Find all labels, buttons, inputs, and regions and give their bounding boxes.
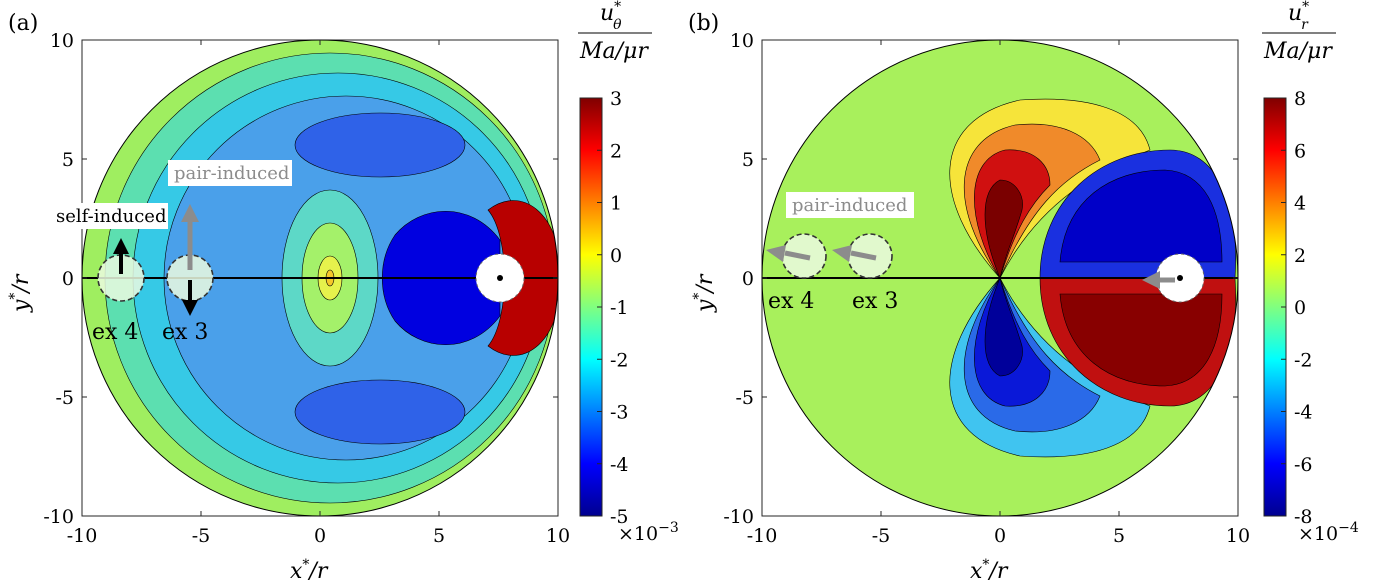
colorbar-tick-label: -3 (610, 402, 629, 424)
colorbar-tick-label: -1 (610, 297, 629, 319)
axis-ticks-b: -10 -5 0 5 10 10 5 0 -5 -10 (723, 30, 1250, 547)
panel-label-b: (b) (688, 11, 719, 36)
body-center-a (497, 275, 503, 281)
panel-a: (a) (7, 0, 679, 584)
x-tick-label: 0 (314, 525, 326, 547)
ylabel-b: y*/r (691, 273, 718, 313)
field-a-lobe-upper (294, 112, 466, 178)
colorbar-ticks-b: 8 6 4 2 0 -2 -4 -6 -8 (1281, 88, 1313, 528)
field-b-neg-lower-4 (984, 277, 1023, 377)
ex3-label-b: ex 3 (852, 289, 898, 314)
panel-label-a: (a) (8, 11, 38, 36)
self-label-bg-a (54, 203, 168, 229)
x-tick-label: 10 (546, 525, 570, 547)
x-tick-label: 10 (1226, 525, 1250, 547)
field-a-lobe-lower (294, 379, 466, 445)
pair-label-bg-b (786, 192, 914, 218)
body-arrow-head-b (1142, 271, 1160, 289)
field-b-pos-lower-right-core (1059, 293, 1223, 387)
axis-ticks-a: -10 -5 0 5 10 10 5 0 -5 -10 (43, 30, 570, 547)
y-tick-label: 0 (62, 268, 74, 290)
pair-arrow-head-a (181, 204, 199, 222)
colorbar-tick-label: -4 (610, 454, 629, 476)
y-tick-label: 5 (62, 149, 74, 171)
colorbar-ticks-a: 3 2 1 0 -1 -2 -3 -4 -5 (597, 88, 629, 528)
y-tick-label: -10 (43, 506, 74, 528)
ex3-label-a: ex 3 (162, 320, 208, 345)
xlabel-a: x*/r (290, 557, 329, 584)
x-tick-label: 5 (433, 525, 445, 547)
x-tick-label: -5 (192, 525, 211, 547)
colorbar-den-a: Ma/μr (579, 39, 649, 64)
y-tick-label: 0 (742, 268, 754, 290)
colorbar-tick-label: 1 (610, 193, 622, 215)
panel-b: (b) (688, 0, 1359, 584)
pair-label-bg-a (168, 160, 292, 186)
x-tick-label: 0 (994, 525, 1006, 547)
ex4-label-a: ex 4 (92, 320, 138, 345)
colorbar-tick-label: 4 (1294, 193, 1306, 215)
y-tick-label: 10 (730, 30, 754, 52)
pair-arrow-shaft-b-ex4 (784, 250, 811, 261)
colorbar-tick-label: 0 (1294, 297, 1306, 319)
xlabel-b: x*/r (970, 557, 1009, 584)
self-arrow-head-a (113, 238, 129, 254)
colorbar-tick-label: -2 (1294, 349, 1313, 371)
self-induced-label-a: self-induced (56, 206, 166, 227)
colorbar-tick-label: 6 (1294, 140, 1306, 162)
x-tick-label: 5 (1113, 525, 1125, 547)
colorbar-den-b: Ma/μr (1263, 39, 1333, 64)
pair-arrow-head-b-ex4 (766, 245, 786, 262)
body-center-b (1177, 275, 1183, 281)
colorbar-tick-label: -4 (1294, 402, 1313, 424)
y-tick-label: -10 (723, 506, 754, 528)
field-b-neg-upper-right-core (1059, 169, 1223, 263)
x-tick-label: -5 (872, 525, 891, 547)
colorbar-exp-a: ×10−3 (618, 520, 679, 545)
field-b-pos-upper-4 (984, 179, 1023, 279)
colorbar-tick-label: 0 (610, 245, 622, 267)
pair-induced-label-b: pair-induced (792, 195, 907, 216)
ex4-label-b: ex 4 (768, 289, 814, 314)
colorbar-tick-label: -8 (1294, 506, 1313, 528)
pair-arrow-shaft-b-ex3 (850, 250, 877, 261)
y-tick-label: 10 (50, 30, 74, 52)
ylabel-a: y*/r (7, 273, 34, 313)
colorbar-tick-label: 2 (610, 140, 622, 162)
colorbar-num-b: u* r (1288, 0, 1309, 33)
colorbar-tick-label: 8 (1294, 88, 1306, 110)
y-tick-label: -5 (735, 387, 754, 409)
x-tick-label: -10 (747, 525, 778, 547)
y-tick-label: -5 (55, 387, 74, 409)
pair-induced-label-a: pair-induced (174, 163, 289, 184)
pair-down-head-a (182, 300, 198, 316)
x-tick-label: -10 (67, 525, 98, 547)
colorbar-tick-label: 3 (610, 88, 622, 110)
colorbar-tick-label: -6 (1294, 454, 1313, 476)
colorbar-tick-label: -5 (610, 506, 629, 528)
y-tick-label: 5 (742, 149, 754, 171)
colorbar-num-a: u* θ (600, 0, 622, 33)
colorbar-tick-label: -2 (610, 349, 629, 371)
colorbar-exp-b: ×10−4 (1298, 520, 1359, 545)
pair-arrow-head-b-ex3 (832, 245, 852, 262)
colorbar-tick-label: 2 (1294, 245, 1306, 267)
